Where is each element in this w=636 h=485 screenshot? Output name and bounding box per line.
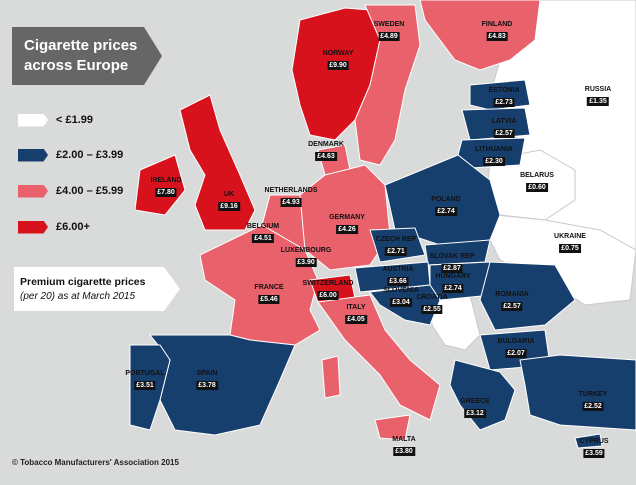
label-netherlands: NETHERLANDS £4.93 <box>264 187 318 207</box>
region-cyprus <box>574 433 603 449</box>
title-box: Cigarette prices across Europe <box>12 27 162 85</box>
label-slovenia: SLOVENIA £3.04 <box>383 287 419 307</box>
note-title: Premium cigarette prices <box>20 276 146 288</box>
region-turkey <box>519 354 636 431</box>
label-spain: SPAIN £3.78 <box>196 370 218 390</box>
region-finland <box>419 0 541 71</box>
label-denmark: DENMARK £4.63 <box>308 141 344 161</box>
region-estonia <box>469 79 531 111</box>
region-italy <box>317 294 441 421</box>
note-box <box>14 267 180 311</box>
map-title: Cigarette prices across Europe <box>24 37 138 74</box>
legend-item-high: £6.00+ <box>18 219 90 235</box>
region-uk <box>179 94 256 231</box>
region-ukraine <box>489 214 636 306</box>
label-slovak-rep: SLOVAK REP £2.87 <box>429 253 475 273</box>
label-romania: ROMANIA £2.57 <box>495 291 529 311</box>
label-belgium: BELGIUM £4.51 <box>246 223 280 243</box>
label-ukraine: UKRAINE £0.75 <box>554 233 586 253</box>
label-latvia: LATVIA £2.57 <box>491 118 517 138</box>
legend-item-lowest: < £1.99 <box>18 112 93 128</box>
legend-label: < £1.99 <box>56 114 94 126</box>
label-turkey: TURKEY £2.52 <box>578 391 608 411</box>
legend-label: £6.00+ <box>56 221 90 233</box>
legend-item-low: £2.00 – £3.99 <box>18 147 123 163</box>
label-finland: FINLAND £4.83 <box>481 21 513 41</box>
label-ireland: IRELAND £7.80 <box>150 177 182 197</box>
label-sweden: SWEDEN £4.89 <box>373 21 405 41</box>
label-belarus: BELARUS £0.60 <box>520 172 554 192</box>
legend-label: £4.00 – £5.99 <box>56 185 124 197</box>
copyright-text: © Tobacco Manufacturers' Association 201… <box>12 458 179 467</box>
region-sweden <box>354 4 421 166</box>
legend-swatch <box>18 148 48 162</box>
label-estonia: ESTONIA £2.73 <box>488 87 520 107</box>
legend-swatch <box>18 220 48 234</box>
region-romania <box>479 261 576 331</box>
region-lithuania <box>457 137 526 169</box>
legend-item-mid: £4.00 – £5.99 <box>18 183 123 199</box>
legend-swatch <box>18 113 48 127</box>
label-malta: MALTA £3.80 <box>392 436 416 456</box>
label-portugal: PORTUGAL £3.51 <box>125 370 165 390</box>
label-croatia: CROATIA £2.55 <box>416 294 448 314</box>
label-austria: AUSTRIA £3.66 <box>382 266 414 286</box>
region-france <box>199 224 321 346</box>
label-uk: UK £9.16 <box>218 191 240 211</box>
label-lithuania: LITHUANIA £2.30 <box>475 146 513 166</box>
region-czech <box>369 227 426 263</box>
label-hungary: HUNGARY £2.74 <box>435 273 471 293</box>
region-sardinia <box>321 355 341 399</box>
note-subtitle: (per 20) as at March 2015 <box>20 291 136 302</box>
label-germany: GERMANY £4.26 <box>329 214 365 234</box>
label-greece: GREECE £3.12 <box>460 398 490 418</box>
label-norway: NORWAY £9.90 <box>322 50 354 70</box>
label-bulgaria: BULGARIA £2.07 <box>497 338 535 358</box>
label-poland: POLAND £2.74 <box>431 196 461 216</box>
label-russia: RUSSIA £1.35 <box>584 86 612 106</box>
legend-label: £2.00 – £3.99 <box>56 149 124 161</box>
label-switzerland: SWITZERLAND £6.00 <box>302 280 354 300</box>
label-czech-rep: CZECH REP £2.71 <box>375 236 417 256</box>
region-sicily <box>374 414 411 441</box>
label-luxembourg: LUXEMBOURG £3.90 <box>280 247 332 267</box>
label-cyprus: CYPRUS £3.59 <box>579 438 609 458</box>
label-france: FRANCE £5.46 <box>254 284 284 304</box>
region-ireland <box>134 154 186 216</box>
legend-swatch <box>18 184 48 198</box>
label-italy: ITALY £4.05 <box>345 304 367 324</box>
